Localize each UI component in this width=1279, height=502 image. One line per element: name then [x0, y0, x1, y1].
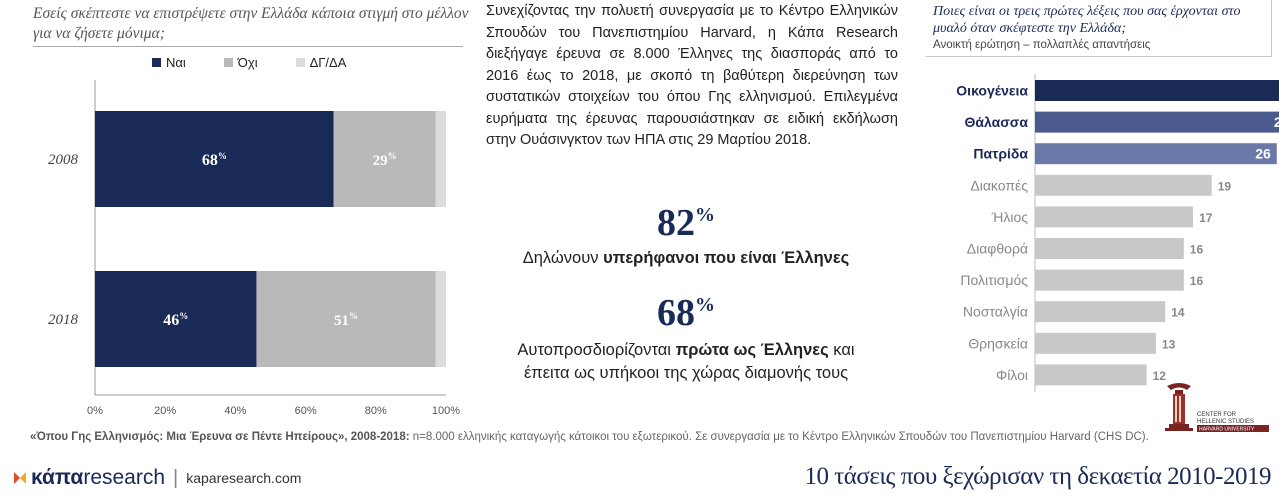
word-value-8: 13	[1162, 337, 1176, 351]
bar-2008-0	[95, 111, 334, 207]
word-bar-2	[1035, 143, 1277, 165]
kapa-logo-icon	[14, 472, 26, 484]
word-bar-4	[1035, 206, 1194, 228]
bar-label-2018-0: 46%	[163, 311, 188, 329]
word-label-7: Νοσταλγία	[963, 304, 1028, 320]
x-tick-label: 60%	[295, 405, 317, 417]
x-tick-label: 40%	[224, 405, 246, 417]
chs-harvard-logo: CENTER FOR HELLENIC STUDIES HARVARD UNIV…	[1165, 383, 1269, 433]
x-tick-label: 100%	[432, 405, 460, 417]
right-chart-title: Ποιες είναι οι τρεις πρώτες λέξεις που σ…	[933, 4, 1241, 36]
bar-label-2018-1: 51%	[334, 311, 358, 329]
legend-item-0: Ναι	[152, 55, 186, 70]
right-chart-subtitle: Ανοικτή ερώτηση – πολλαπλές απαντήσεις	[933, 39, 1151, 51]
chs-line-2: HELLENIC STUDIES	[1197, 419, 1254, 425]
stat-greek-first-caption: Αυτοπροσδιορίζονται πρώτα ως Έλληνες και…	[517, 341, 855, 382]
chs-emblem-icon	[1165, 383, 1193, 431]
word-bar-3	[1035, 174, 1212, 196]
x-tick-label: 80%	[365, 405, 387, 417]
word-value-4: 17	[1199, 211, 1213, 225]
category-label-2008: 2008	[48, 152, 79, 168]
chart-legend: Ναι Όχι ΔΓ/ΔΑ	[152, 55, 346, 70]
right-title-box	[926, 0, 1272, 57]
intro-paragraph: Συνεχίζοντας την πολυετή συνεργασία με τ…	[486, 3, 898, 148]
bar-label-2008-0: 68%	[202, 151, 227, 169]
bar-2008-1	[333, 111, 436, 207]
word-bar-6	[1035, 269, 1184, 291]
word-bar-8	[1035, 332, 1156, 354]
word-label-3: Διακοπές	[970, 177, 1028, 193]
word-bar-1	[1035, 111, 1279, 133]
word-bar-7	[1035, 301, 1166, 323]
legend-swatch	[152, 58, 161, 67]
legend-label: Όχι	[237, 55, 258, 70]
category-label-2018: 2018	[48, 312, 79, 328]
word-value-2: 26	[1255, 146, 1271, 162]
stat-proud-caption: Δηλώνουν υπερήφανοι που είναι Έλληνες	[522, 249, 850, 267]
brand-website[interactable]: kaparesearch.com	[186, 470, 302, 486]
source-note: «Όπου Γης Ελληνισμός: Μια Έρευνα σε Πέντ…	[30, 431, 1149, 443]
bar-2018-0	[95, 271, 257, 367]
bar-2018-2	[435, 271, 446, 367]
word-value-3: 19	[1218, 179, 1232, 193]
legend-item-2: ΔΓ/ΔΑ	[295, 55, 347, 70]
word-label-5: Διαφθορά	[967, 241, 1028, 257]
kapa-research-logo: κάπα research | kaparesearch.com	[12, 466, 301, 490]
x-tick-label: 0%	[87, 405, 103, 417]
word-label-4: Ήλιος	[991, 209, 1029, 225]
legend-item-1: Όχι	[223, 55, 258, 70]
left-chart-title: Εσείς σκέπτεστε να επιστρέψετε στην Ελλά…	[33, 5, 469, 42]
x-tick-label: 20%	[154, 405, 176, 417]
brand-separator: |	[173, 466, 179, 489]
word-bar-0	[1035, 80, 1279, 101]
chs-line-1: CENTER FOR	[1197, 412, 1237, 418]
brand-research: research	[83, 466, 166, 489]
word-label-6: Πολιτισμός	[960, 272, 1028, 288]
word-label-1: Θάλασσα	[965, 114, 1029, 130]
word-label-2: Πατρίδα	[973, 146, 1028, 162]
chs-line-3: HARVARD UNIVERSITY	[1199, 427, 1255, 433]
legend-swatch	[223, 58, 233, 67]
legend-swatch	[295, 58, 305, 67]
stat-proud-value: 82%	[657, 202, 715, 244]
word-bar-5	[1035, 238, 1184, 259]
left-title-divider	[33, 46, 463, 47]
word-value-7: 14	[1171, 306, 1185, 320]
legend-label: ΔΓ/ΔΑ	[309, 55, 347, 70]
word-label-0: Οικογένεια	[956, 83, 1028, 99]
word-label-8: Θρησκεία	[968, 335, 1028, 351]
word-value-1: 28	[1274, 114, 1279, 130]
legend-label: Ναι	[166, 55, 186, 70]
brand-kapa: κάπα	[31, 466, 84, 489]
word-value-6: 16	[1190, 274, 1204, 288]
word-label-9: Φίλοι	[996, 367, 1028, 383]
stacked-bar-chart: 68% 29% 2008 46% 51% 2018 0% 20% 40% 60% 80% 100%	[48, 80, 460, 417]
stat-greek-first-value: 68%	[657, 292, 715, 334]
bar-label-2008-1: 29%	[373, 151, 397, 169]
word-value-5: 16	[1190, 243, 1204, 257]
bar-2008-2	[435, 111, 446, 207]
decade-title: 10 τάσεις που ξεχώρισαν τη δεκαετία 2010…	[804, 463, 1271, 490]
word-bar-9	[1035, 364, 1147, 386]
bar-2018-1	[256, 271, 436, 367]
